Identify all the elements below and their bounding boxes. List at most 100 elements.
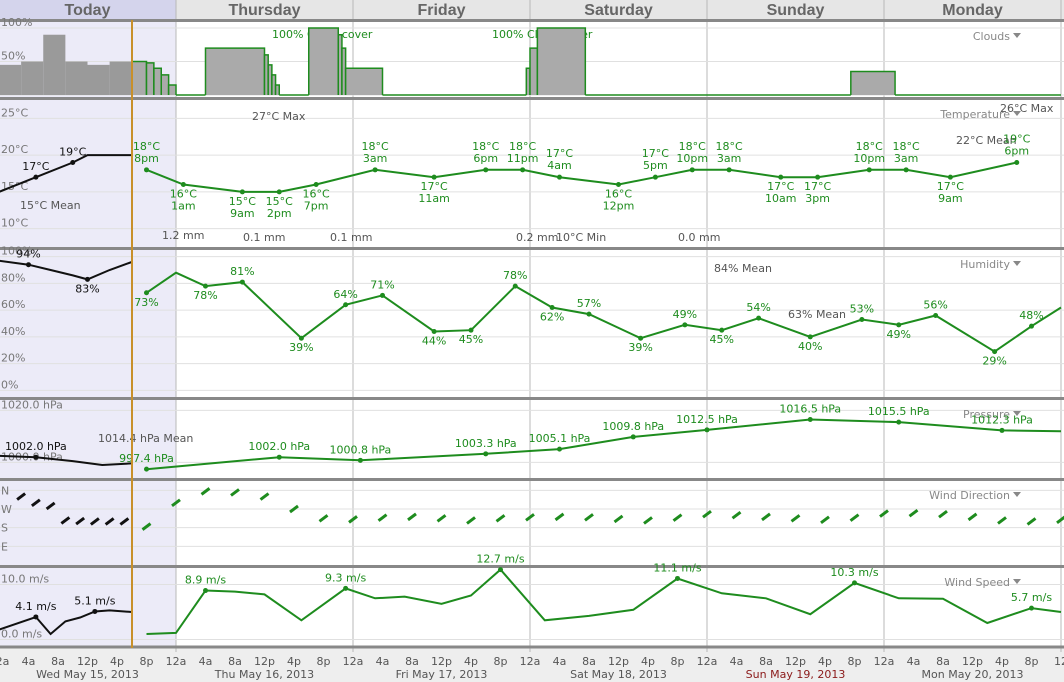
time-axis-bg — [0, 648, 1064, 682]
x-tick-label: 12a — [874, 655, 895, 668]
time-label: 5pm — [643, 159, 668, 172]
wind-dash — [908, 508, 919, 518]
point — [343, 585, 349, 591]
point — [276, 189, 282, 195]
point — [638, 335, 644, 341]
time-label: 9am — [938, 192, 962, 205]
wind-dash — [407, 512, 417, 522]
date-label: Sat May 18, 2013 — [570, 668, 667, 681]
x-tick-label: 12p — [962, 655, 983, 668]
value-label: 1005.1 hPa — [529, 432, 591, 445]
value-label: 16°C — [170, 188, 197, 201]
y-tick-label: 60% — [1, 298, 25, 311]
value-label: 1009.8 hPa — [602, 420, 664, 433]
y-tick-label: S — [1, 522, 8, 535]
value-label: 18°C — [856, 140, 883, 153]
dropdown-arrow — [1013, 579, 1021, 584]
x-tick-label: 4p — [818, 655, 832, 668]
dropdown-arrow — [1013, 33, 1021, 38]
x-tick-label: 12 — [1054, 655, 1064, 668]
series-line — [146, 568, 1062, 635]
point — [726, 167, 732, 173]
point — [859, 316, 865, 322]
point — [815, 174, 821, 180]
point — [144, 466, 149, 472]
point — [704, 427, 710, 433]
wind-dash — [790, 514, 801, 523]
today-header — [0, 0, 176, 20]
cloud-step — [308, 27, 339, 95]
annotation: 10°C Min — [556, 231, 606, 244]
value-label: 10.3 m/s — [830, 566, 878, 579]
time-label: 6pm — [473, 152, 498, 165]
value-label: 1000.8 hPa — [329, 443, 391, 456]
point — [431, 329, 437, 335]
series-line — [0, 609, 132, 636]
point — [992, 349, 998, 355]
x-tick-label: 12a — [343, 655, 364, 668]
value-label: 78% — [193, 289, 217, 302]
wind-dash — [702, 509, 712, 519]
value-label: 71% — [370, 278, 394, 291]
x-tick-label: 8a — [759, 655, 773, 668]
y-tick-label: 50% — [1, 50, 25, 63]
cloud-bar — [0, 64, 22, 95]
point — [557, 174, 562, 180]
point — [689, 167, 695, 173]
point — [33, 174, 39, 180]
point — [26, 262, 31, 268]
panel-title: Wind Direction — [929, 489, 1010, 502]
wind-dash — [259, 492, 270, 501]
wind-dash — [348, 515, 358, 524]
point — [852, 580, 857, 586]
point — [933, 312, 939, 318]
wind-dash — [60, 516, 71, 525]
x-tick-label: 4a — [22, 655, 36, 668]
value-label: 17°C — [804, 180, 831, 193]
date-label: Sun May 19, 2013 — [746, 668, 846, 681]
wind-dash — [938, 509, 948, 519]
x-tick-label: 4a — [376, 655, 390, 668]
wind-dash — [45, 501, 56, 511]
wind-dash — [75, 516, 86, 526]
value-label: 48% — [1019, 309, 1043, 322]
point — [498, 567, 503, 573]
value-label: 29% — [982, 355, 1006, 368]
point — [756, 315, 762, 321]
point — [1029, 323, 1034, 329]
x-tick-label: 4p — [464, 655, 478, 668]
x-tick-label: 12p — [785, 655, 806, 668]
point — [70, 159, 76, 165]
point — [357, 457, 363, 463]
x-tick-label: 12a — [0, 655, 9, 668]
point — [682, 322, 688, 328]
x-tick-label: 8p — [317, 655, 331, 668]
point — [483, 451, 489, 457]
time-label: 4am — [547, 159, 571, 172]
annotation: 1.2 mm — [162, 229, 204, 242]
value-label: 1012.3 hPa — [971, 413, 1033, 426]
wind-dash — [1026, 517, 1037, 526]
point — [298, 335, 304, 341]
wind-dash — [104, 517, 115, 526]
date-label: Fri May 17, 2013 — [396, 668, 488, 681]
value-label: 19°C — [59, 145, 86, 158]
value-label: 17°C — [642, 147, 669, 160]
value-label: 18°C — [509, 140, 536, 153]
y-tick-label: 1020.0 hPa — [1, 398, 63, 411]
x-tick-label: 8a — [51, 655, 65, 668]
date-label: Thu May 16, 2013 — [214, 668, 314, 681]
y-tick-label: 40% — [1, 325, 25, 338]
value-label: 54% — [746, 301, 770, 314]
day-header — [0, 0, 1064, 20]
cloud-step — [344, 67, 384, 95]
wind-dash — [466, 516, 476, 525]
wind-dash — [436, 514, 447, 523]
point — [896, 419, 902, 425]
wind-dash — [643, 516, 653, 525]
x-tick-label: 4a — [199, 655, 213, 668]
point — [468, 327, 474, 333]
y-tick-label: N — [1, 484, 9, 497]
wind-dash — [495, 514, 506, 523]
